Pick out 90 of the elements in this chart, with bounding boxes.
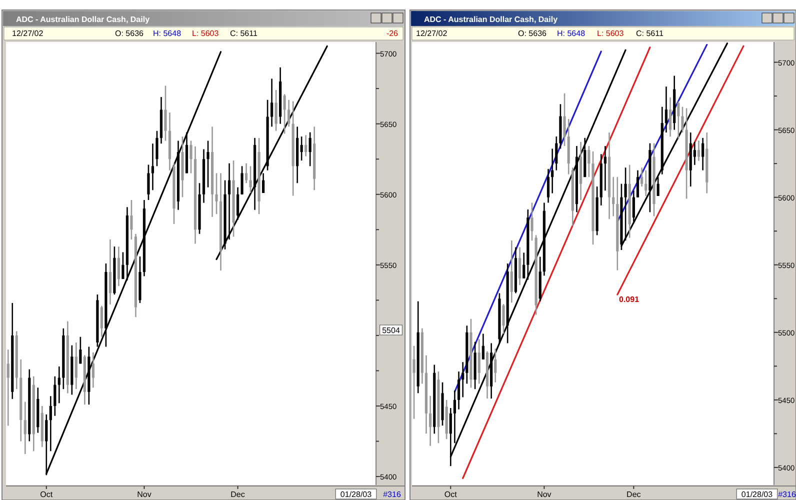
text: 5504 [382,326,400,335]
candlestick [6,348,10,426]
chart-title: ADC - Australian Dollar Cash, Daily [424,15,558,24]
text: 01/28/03 [741,490,774,499]
candlestick [108,238,112,306]
x-tick-label: Dec [230,490,245,499]
candlestick [79,336,82,364]
text: O: 5636 [518,29,548,38]
x-tick-label: Oct [444,490,458,499]
candlestick [270,78,274,128]
candlestick [640,166,644,188]
candlestick [624,166,627,242]
candlestick [151,142,154,191]
text: L: 5603 [192,29,220,38]
candlestick [304,134,308,157]
text: H: 5648 [557,29,586,38]
text: O: 5636 [115,29,144,38]
candlestick [494,348,497,384]
candlestick [668,96,672,138]
candlestick [164,85,167,142]
candlestick [206,140,210,188]
candlestick [262,172,265,194]
candlestick [697,140,700,162]
candlestick [74,342,78,390]
candlestick [551,148,554,194]
candlestick [681,106,684,134]
candlestick [244,162,248,184]
candlestick [100,305,103,338]
x-tick-label: Oct [40,490,54,499]
annotation: 0.091 [619,295,640,304]
candlestick [453,390,456,444]
text: 12/27/02 [12,29,44,38]
text: #316 [778,490,796,499]
candlestick [522,252,526,280]
candlestick [632,190,635,222]
candlestick [478,338,480,384]
candlestick [457,370,460,410]
text: C: 5611 [230,29,258,38]
candlestick [24,401,26,455]
text: 12/27/02 [416,29,448,38]
candlestick [156,130,158,167]
candlestick [636,170,640,198]
candlestick [54,376,56,417]
candlestick [412,345,416,420]
candlestick [147,164,150,201]
candlestick [563,92,566,147]
candlestick [664,86,668,134]
candlestick [482,333,484,360]
candlestick [604,145,606,192]
candlestick [249,166,252,194]
candlestick [240,166,244,196]
x-tick-label: Nov [137,490,152,499]
candlestick [130,199,133,240]
x-tick-label: Dec [626,490,641,499]
candlestick [530,202,534,242]
candlestick [117,246,120,287]
candlestick [429,395,432,446]
candlestick [612,176,615,217]
candlestick [502,303,505,334]
text: -26 [386,29,399,38]
candlestick [518,246,522,286]
candlestick [236,186,240,220]
text: H: 5648 [153,29,182,38]
candlestick [92,352,94,388]
candlestick [462,361,464,398]
text: L: 5603 [597,29,624,38]
candlestick [588,145,590,178]
candlestick [644,170,648,197]
candlestick [702,137,704,171]
candlestick [228,162,231,240]
candlestick [656,176,660,197]
candlestick [555,136,558,171]
candlestick [274,89,278,132]
candlestick [300,136,303,162]
candlestick [288,99,290,128]
text: C: 5611 [636,29,664,38]
candlestick [677,100,680,140]
text: 01/28/03 [340,490,372,499]
x-tick-label: Nov [537,490,552,499]
candlestick [283,94,286,134]
candlestick [546,168,550,204]
text: #316 [383,490,402,499]
candlestick [49,395,52,452]
candlestick [510,240,513,304]
candlestick [215,172,218,215]
candlestick [122,252,124,280]
candlestick [58,366,60,404]
candlestick [190,140,192,174]
chart-title: ADC - Australian Dollar Cash, Daily [16,15,150,24]
candlestick [308,132,312,167]
